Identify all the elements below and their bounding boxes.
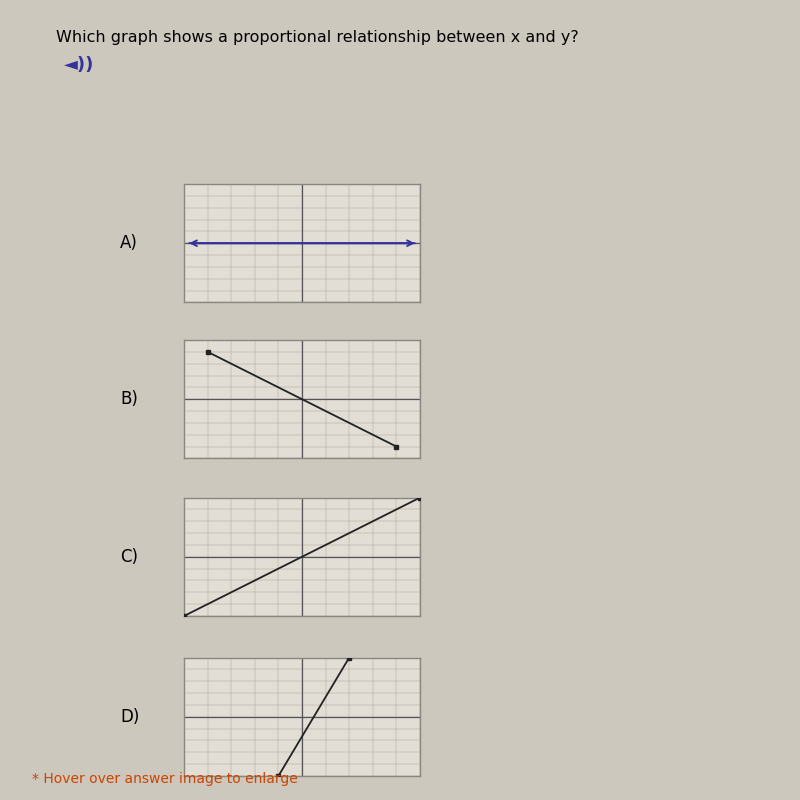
Text: * Hover over answer image to enlarge: * Hover over answer image to enlarge	[32, 771, 298, 786]
Text: B): B)	[120, 390, 138, 408]
Text: C): C)	[120, 548, 138, 566]
Text: Which graph shows a proportional relationship between x and y?: Which graph shows a proportional relatio…	[56, 30, 578, 46]
Text: A): A)	[120, 234, 138, 252]
Text: D): D)	[120, 708, 139, 726]
Text: ◄)): ◄))	[64, 56, 94, 74]
